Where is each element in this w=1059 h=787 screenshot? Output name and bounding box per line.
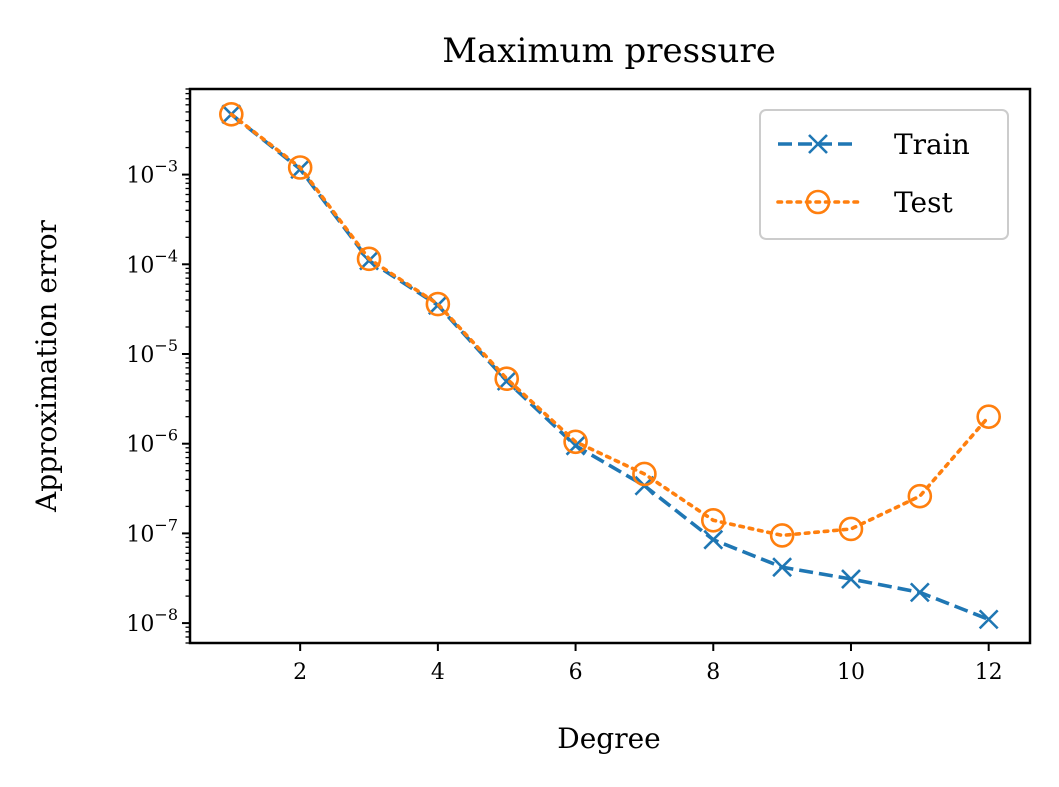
plot-frame bbox=[188, 87, 1032, 645]
y-tick-exponent: −3 bbox=[154, 157, 178, 176]
data-point-test bbox=[219, 102, 244, 127]
data-point-train bbox=[909, 582, 930, 603]
data-point-train bbox=[841, 569, 861, 589]
y-tick-exponent: −8 bbox=[154, 605, 178, 624]
y-tick-label: 10−3 bbox=[126, 157, 178, 189]
legend-box bbox=[759, 109, 1009, 240]
y-tick-base: 10 bbox=[126, 612, 154, 637]
y-tick-label: 10−7 bbox=[126, 515, 178, 547]
data-point-test bbox=[976, 404, 1001, 429]
data-point-test bbox=[287, 155, 313, 180]
data-point-test bbox=[425, 291, 451, 317]
data-point-test bbox=[494, 366, 520, 392]
x-tick-label: 10 bbox=[837, 660, 865, 685]
y-tick-exponent: −4 bbox=[154, 246, 178, 265]
data-point-train bbox=[703, 529, 724, 550]
legend-marker-test bbox=[805, 189, 831, 215]
y-tick-label: 10−5 bbox=[126, 336, 178, 368]
data-point-test bbox=[632, 461, 657, 487]
data-point-test bbox=[356, 246, 382, 272]
data-point-test bbox=[907, 483, 933, 509]
chart-title: Maximum pressure bbox=[442, 31, 776, 71]
y-tick-label: 10−6 bbox=[126, 426, 178, 458]
y-tick-label: 10−4 bbox=[126, 246, 178, 278]
y-tick-base: 10 bbox=[126, 343, 154, 368]
plot-lines bbox=[219, 102, 1001, 630]
y-tick-base: 10 bbox=[126, 253, 154, 278]
y-tick-exponent: −6 bbox=[154, 426, 178, 445]
legend-label-test: Test bbox=[894, 186, 953, 219]
y-tick-base: 10 bbox=[126, 433, 154, 458]
y-tick-exponent: −7 bbox=[154, 515, 178, 534]
data-point-test bbox=[769, 523, 795, 548]
legend: Train Test bbox=[759, 109, 1009, 240]
y-tick-exponent: −5 bbox=[154, 336, 178, 355]
y-axis-label: Approximation error bbox=[30, 219, 63, 512]
x-tick-label: 12 bbox=[975, 660, 1003, 685]
legend-label-train: Train bbox=[894, 128, 970, 161]
data-point-test bbox=[563, 429, 588, 455]
data-point-test bbox=[838, 516, 864, 542]
legend-entries: Train Test bbox=[776, 128, 970, 219]
data-point-train bbox=[978, 609, 999, 630]
y-tick-base: 10 bbox=[126, 522, 154, 547]
x-tick-label: 6 bbox=[569, 660, 583, 685]
data-point-train bbox=[772, 557, 793, 578]
x-tick-label: 8 bbox=[706, 660, 720, 685]
x-tick-label: 4 bbox=[431, 660, 445, 685]
series-line-test bbox=[229, 112, 991, 538]
x-tick-label: 2 bbox=[293, 660, 307, 685]
y-tick-label: 10−8 bbox=[126, 605, 178, 637]
data-point-test bbox=[700, 507, 726, 533]
x-axis-label: Degree bbox=[557, 722, 660, 755]
y-tick-base: 10 bbox=[126, 164, 154, 189]
legend-marker-train bbox=[808, 134, 828, 154]
